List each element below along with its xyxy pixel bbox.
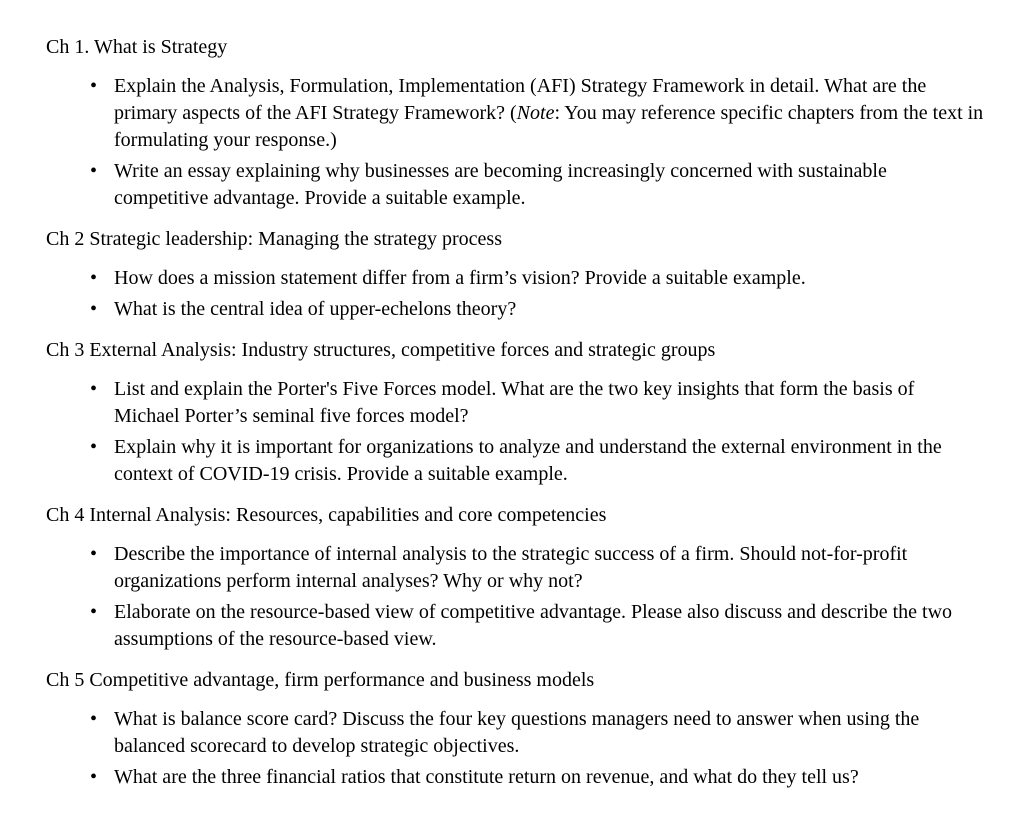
chapter-heading: Ch 1. What is Strategy [46,34,984,61]
bullet-list: List and explain the Porter's Five Force… [46,376,984,488]
bullet-text: What is the central idea of upper-echelo… [114,298,516,320]
bullet-text: Explain why it is important for organiza… [114,436,942,485]
bullet-list: Describe the importance of internal anal… [46,541,984,653]
chapter-heading: Ch 2 Strategic leadership: Managing the … [46,226,984,253]
list-item: Elaborate on the resource-based view of … [90,599,984,653]
chapter-heading: Ch 5 Competitive advantage, firm perform… [46,667,984,694]
bullet-text: How does a mission statement differ from… [114,267,806,289]
bullet-list: What is balance score card? Discuss the … [46,706,984,791]
bullet-list: How does a mission statement differ from… [46,265,984,323]
bullet-text: Write an essay explaining why businesses… [114,160,887,209]
list-item: What is the central idea of upper-echelo… [90,296,984,323]
list-item: Write an essay explaining why businesses… [90,158,984,212]
chapter-heading: Ch 4 Internal Analysis: Resources, capab… [46,502,984,529]
chapter-heading: Ch 3 External Analysis: Industry structu… [46,337,984,364]
bullet-text: Describe the importance of internal anal… [114,543,907,592]
list-item: Explain why it is important for organiza… [90,434,984,488]
list-item: List and explain the Porter's Five Force… [90,376,984,430]
bullet-text-italic: Note [517,102,555,124]
bullet-text: List and explain the Porter's Five Force… [114,378,914,427]
list-item: Explain the Analysis, Formulation, Imple… [90,73,984,154]
bullet-list: Explain the Analysis, Formulation, Imple… [46,73,984,212]
bullet-text: Elaborate on the resource-based view of … [114,601,952,650]
list-item: What are the three financial ratios that… [90,764,984,791]
bullet-text: What is balance score card? Discuss the … [114,708,919,757]
list-item: How does a mission statement differ from… [90,265,984,292]
list-item: What is balance score card? Discuss the … [90,706,984,760]
bullet-text: What are the three financial ratios that… [114,766,859,788]
list-item: Describe the importance of internal anal… [90,541,984,595]
